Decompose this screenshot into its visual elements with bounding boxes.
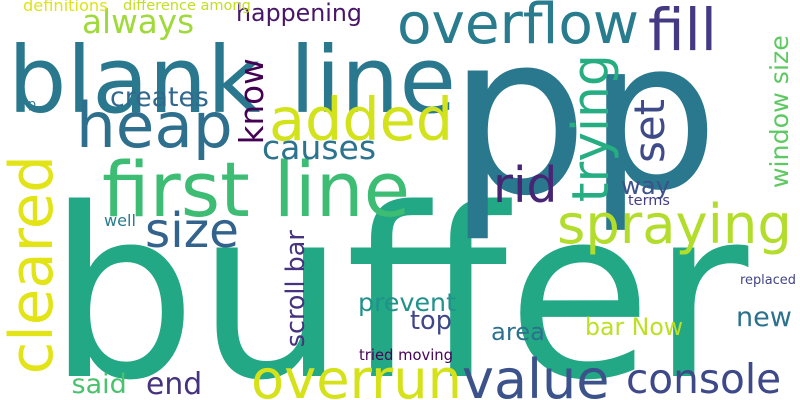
- word-scroll-bar: scroll bar: [279, 230, 310, 348]
- word-area: area: [491, 317, 546, 346]
- word-top: top: [410, 305, 452, 336]
- word-way: way: [621, 171, 671, 200]
- word-fill: fill: [648, 0, 717, 64]
- word-set: set: [624, 98, 674, 163]
- word-console: console: [626, 354, 782, 400]
- word-new: new: [736, 301, 792, 333]
- word-overrun: overrun: [251, 347, 463, 400]
- word-p-1: p: [447, 0, 589, 245]
- word-p-2: p: [587, 0, 719, 236]
- word-heap: heap: [76, 88, 233, 162]
- word-definitions: definitions: [23, 0, 108, 15]
- word-prevent: prevent: [358, 286, 457, 317]
- word-creates: creates: [110, 81, 209, 113]
- word-value: value: [462, 348, 610, 400]
- word-happening: happening: [236, 0, 362, 27]
- word-trying: trying: [560, 54, 620, 203]
- word-tried-moving: tried moving: [359, 346, 454, 364]
- word-replaced: replaced: [740, 272, 796, 288]
- word-p-small: p: [28, 95, 37, 111]
- word-size: size: [145, 203, 239, 259]
- word-well: well: [104, 211, 136, 230]
- word-said: said: [71, 368, 127, 400]
- word-window-size: window size: [764, 35, 794, 189]
- word-buffer: buffer: [47, 158, 749, 400]
- word-blank-line: blank line: [8, 26, 457, 134]
- word-cleared: cleared: [0, 154, 67, 374]
- word-bar-now: bar Now: [585, 312, 684, 341]
- word-terms: terms: [628, 193, 670, 209]
- word-difference-among: difference among: [123, 0, 251, 14]
- word-spraying: spraying: [557, 193, 792, 256]
- word-always: always: [82, 2, 195, 41]
- word-causes: causes: [262, 127, 377, 167]
- word-rid: rid: [493, 157, 558, 214]
- word-end: end: [146, 367, 203, 400]
- word-first-line: first line: [102, 146, 411, 234]
- word-overflow: overflow: [397, 0, 639, 57]
- word-added: added: [269, 84, 454, 154]
